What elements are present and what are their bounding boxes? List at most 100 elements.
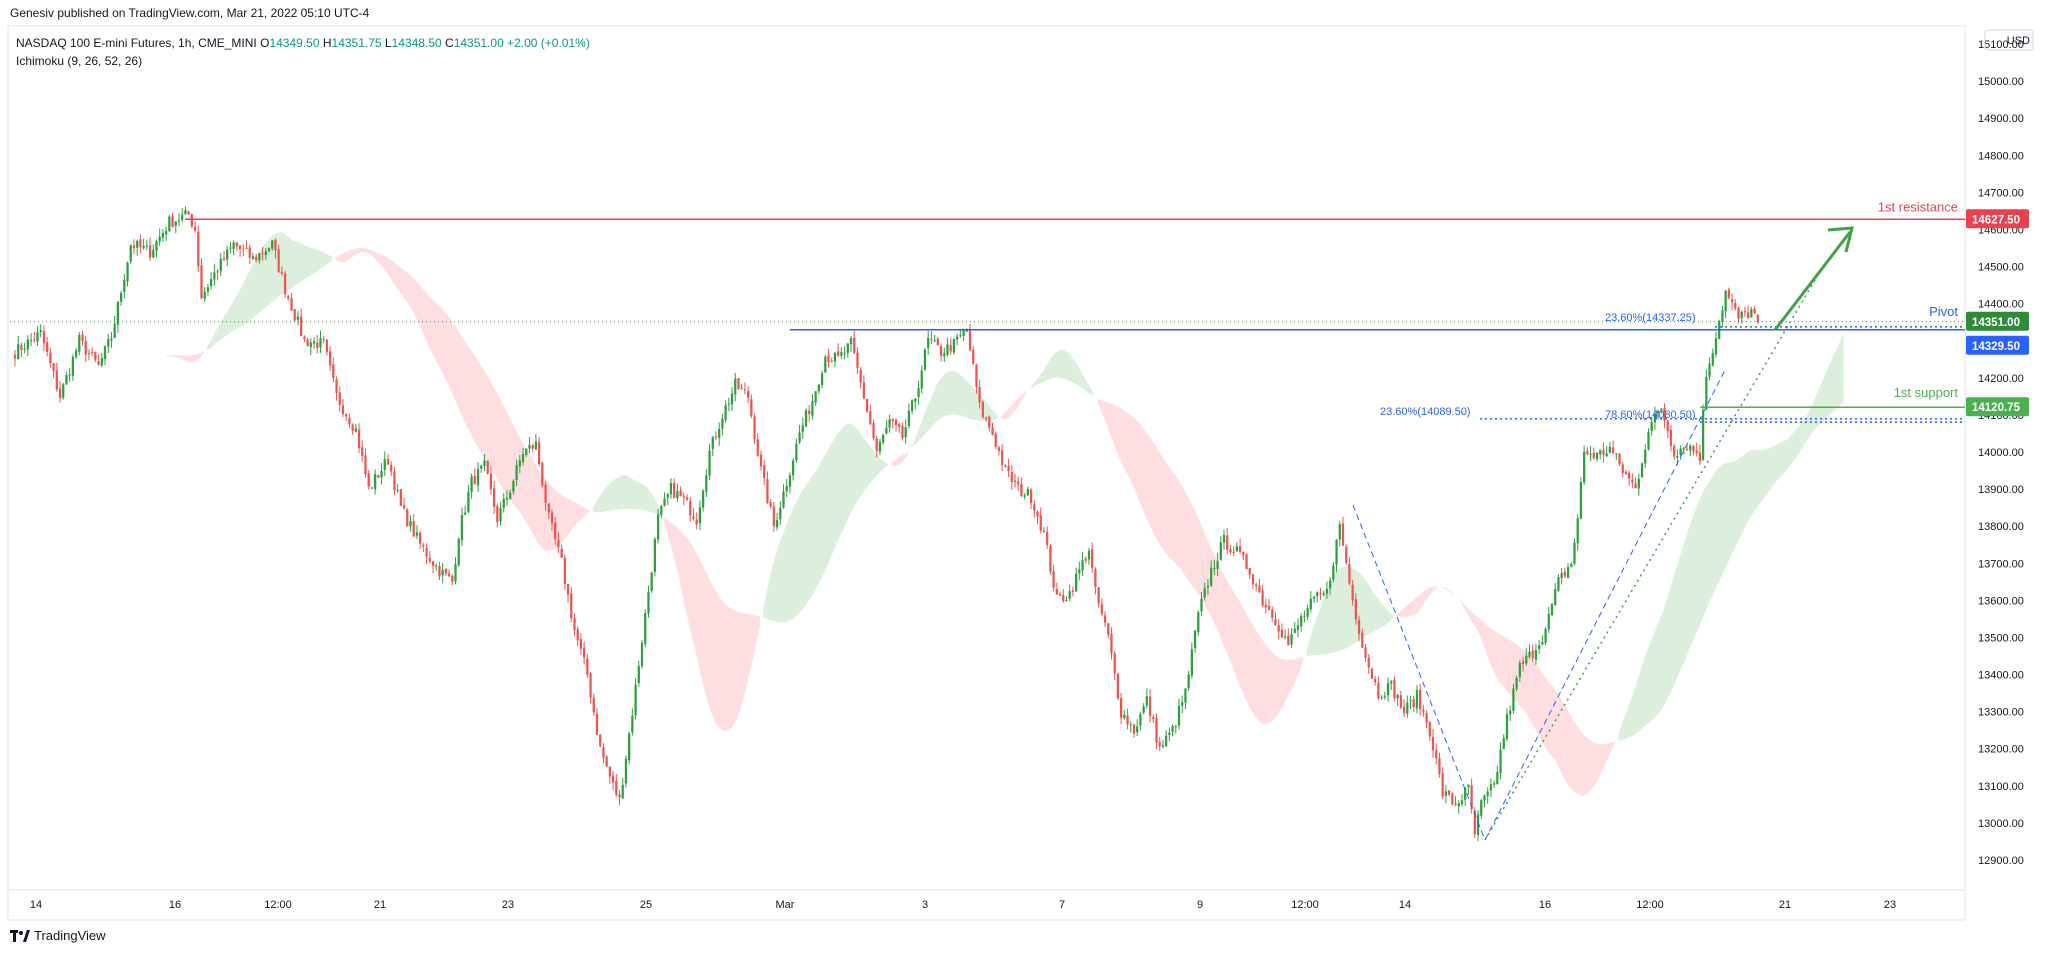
time-tick-label: 3 [922,899,928,911]
candle-body [859,369,862,383]
candle-body [300,316,303,336]
candle-body [756,439,759,456]
candle-body [1155,718,1158,743]
candle-body [875,438,878,452]
candle-body [605,756,608,767]
candle-body [245,247,248,249]
candle-body [927,337,930,349]
candle-body [817,384,820,392]
candle-body [1393,679,1396,699]
candle-body [184,210,187,215]
last-price-badge: 14351.00 [1972,317,2020,329]
candle-body [904,427,907,438]
time-tick-label: 12:00 [1291,899,1319,911]
candle-body [631,715,634,733]
candle-body [1251,574,1255,585]
legend-high: 14351.75 [331,36,382,50]
candle-body [621,784,624,799]
candle-body [1515,677,1518,689]
time-tick-label: 14 [30,899,42,911]
candle-body [309,342,312,348]
candle-body [174,221,177,226]
candle-body [1261,590,1264,606]
candle-body [87,353,91,355]
candle-body [499,508,502,522]
candle-body [682,496,685,498]
candle-body [1177,706,1181,726]
candle-body [271,240,274,249]
candle-body [1521,661,1525,664]
cloud-segment [891,451,908,467]
candle-body [132,245,136,249]
candle-body [332,364,335,378]
candle-body [910,400,914,411]
candle-body [695,519,698,525]
candle-body [920,370,923,389]
candle-body [705,475,708,492]
candle-body [637,666,640,684]
candle-body [541,462,544,486]
candle-body [1509,710,1512,715]
candle-body [451,575,454,582]
candle-body [917,388,920,398]
candle-body [1425,712,1428,723]
cloud-segment [335,247,590,551]
candle-body [933,340,936,342]
candle-body [692,516,695,519]
candle-body [1219,542,1222,560]
candle-body [830,360,833,362]
price-tick-label: 14400.00 [1978,299,2024,311]
candle-body [685,497,689,500]
candle-body [1042,531,1046,533]
support-label: 1st support [1894,385,1959,400]
candle-body [177,220,181,222]
price-axis[interactable]: 15100.00 15000.00 14900.00 14800.00 14700.00… [1966,39,2029,867]
candle-body [1238,546,1242,552]
candle-body [200,265,203,299]
candle-body [20,345,23,351]
tradingview-logo[interactable]: TradingView [10,928,106,943]
time-tick-label: 16 [169,899,181,911]
candle-body [647,592,650,614]
candle-body [370,487,374,489]
legend-indicator[interactable]: Ichimoku (9, 26, 52, 26) [16,54,143,68]
candle-body [412,521,415,537]
candle-body [1174,726,1177,728]
candle-body [914,398,917,402]
candle-body [1557,576,1560,591]
candle-body [1599,450,1602,455]
candle-body [528,445,531,449]
candle-body [1669,429,1673,446]
candle-body [959,335,962,337]
candle-body [1216,560,1219,569]
candle-body [1181,702,1184,706]
candle-body [573,617,576,631]
candle-body [62,384,65,398]
horizontal-levels: 1st resistance Pivot 1st support 23.60%(143… [10,199,1965,423]
candle-body [1550,604,1554,615]
fib-diagonal-b [1484,369,1726,841]
cloud-segment [1441,586,1455,596]
candle-body [158,236,161,242]
candle-body [1325,588,1329,594]
currency-box[interactable] [1984,29,2034,51]
candle-body [1309,598,1312,610]
candle-body [454,563,457,582]
candle-body [1653,413,1657,423]
candle-body [811,401,814,416]
time-axis[interactable]: 14 16 12:00 21 23 25 Mar 3 7 9 12:00 14 16 12:00 21 23 [30,899,1896,911]
candle-body [660,505,663,515]
candle-body [1074,573,1078,592]
candle-body [1644,449,1647,464]
candle-body [1132,724,1136,734]
price-tick-label: 13400.00 [1978,670,2024,682]
candle-body [1232,551,1235,553]
candle-body [991,427,994,435]
candle-body [1454,803,1457,805]
legend-symbol[interactable]: NASDAQ 100 E-mini Futures, 1h, CME_MINI [16,36,257,50]
candle-body [1377,682,1380,699]
candle-body [853,337,856,354]
candle-body [296,316,300,320]
candle-body [425,547,428,557]
